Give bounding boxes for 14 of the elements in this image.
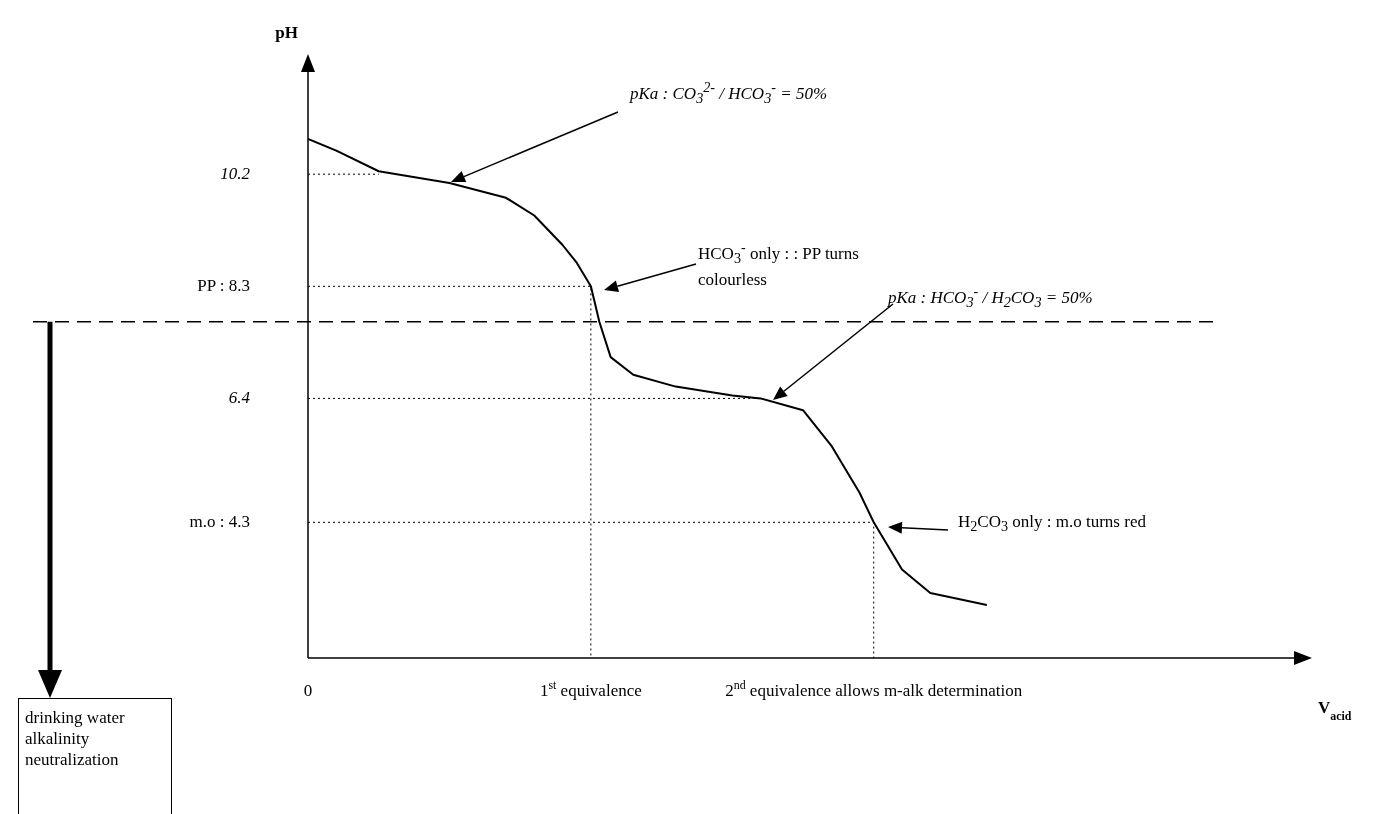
y-tick-label: m.o : 4.3 xyxy=(189,512,250,532)
text: drinking water alkalinity neutralization xyxy=(18,698,172,814)
x-tick-label: 0 xyxy=(303,681,313,700)
annotation: HCO$_{3}$$^{-}$ only : : PP turns colourless xyxy=(698,238,860,292)
annotation: pKa : CO$_{3}$$^{2-}$ / HCO$_{3}$$^{-}$ = 50% xyxy=(630,78,829,109)
x-tick-label: 2$^{nd}$ equivalence allows m-alk determination xyxy=(725,678,1023,700)
y-tick-label: PP : 8.3 xyxy=(197,276,250,296)
y-tick-label: 10.2 xyxy=(220,164,251,184)
x-axis-title: V$_{acid}$ xyxy=(1318,698,1352,723)
annotation: H$_{2}$CO$_{3}$ only : m.o turns red xyxy=(958,511,1147,537)
annotation: pKa : HCO$_{3}$$^{-}$ / H$_{2}$CO$_{3}$ = 50% xyxy=(888,282,1094,313)
x-tick-label: 1$^{st}$ equivalence xyxy=(539,678,642,700)
y-tick-label: 6.4 xyxy=(228,388,251,408)
y-axis-title: pH xyxy=(275,23,298,42)
